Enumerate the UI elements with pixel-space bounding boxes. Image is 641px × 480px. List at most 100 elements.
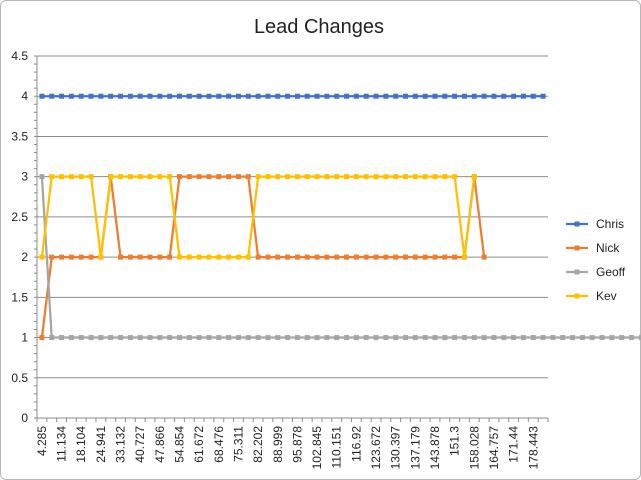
data-point (255, 254, 261, 260)
data-point (245, 335, 251, 341)
legend: Chris Nick Geoff Kev (566, 217, 626, 303)
data-point (373, 174, 379, 180)
data-point (393, 93, 399, 99)
data-point (127, 93, 133, 99)
data-point (344, 254, 350, 260)
data-point (481, 335, 487, 341)
y-tick-label: 2 (21, 250, 28, 264)
y-tick-label: 3.5 (11, 129, 28, 143)
data-point (461, 93, 467, 99)
data-point (334, 174, 340, 180)
data-point (147, 335, 153, 341)
data-point (452, 93, 458, 99)
y-tick-label: 1.5 (11, 290, 28, 304)
x-tick-label: 33.132 (114, 426, 128, 463)
data-point (59, 335, 65, 341)
data-point (560, 335, 566, 341)
data-point (118, 335, 124, 341)
x-tick-label: 82.202 (251, 426, 265, 463)
data-point (432, 93, 438, 99)
data-point (520, 93, 526, 99)
data-point (314, 335, 320, 341)
data-point (216, 254, 222, 260)
data-point (59, 93, 65, 99)
x-tick-label: 171.44 (507, 426, 521, 463)
data-point (157, 254, 163, 260)
legend-label: Nick (596, 241, 620, 255)
data-point (353, 93, 359, 99)
data-point (324, 335, 330, 341)
data-point (275, 254, 281, 260)
legend-label: Chris (596, 217, 624, 231)
data-point (540, 93, 546, 99)
data-point (422, 335, 428, 341)
data-point (403, 174, 409, 180)
data-point (196, 174, 202, 180)
data-point (275, 335, 281, 341)
y-tick-label: 2.5 (11, 210, 28, 224)
data-point (108, 335, 114, 341)
legend-item-chris: Chris (566, 217, 624, 231)
data-point (206, 174, 212, 180)
gridlines (37, 55, 548, 379)
data-point (226, 93, 232, 99)
data-point (39, 93, 45, 99)
chart-title: Lead Changes (254, 16, 384, 38)
data-point (373, 335, 379, 341)
data-point (137, 254, 143, 260)
data-point (285, 254, 291, 260)
data-point (393, 335, 399, 341)
data-point (186, 335, 192, 341)
data-point (245, 93, 251, 99)
legend-item-nick: Nick (566, 241, 620, 255)
y-tick-label: 3 (21, 170, 28, 184)
data-point (373, 254, 379, 260)
data-point (196, 254, 202, 260)
data-point (39, 174, 45, 180)
data-point (609, 335, 615, 341)
data-point (501, 335, 507, 341)
data-point (304, 174, 310, 180)
data-point (314, 93, 320, 99)
data-point (285, 335, 291, 341)
data-point (127, 174, 133, 180)
data-point (216, 174, 222, 180)
data-point (471, 335, 477, 341)
data-point (294, 254, 300, 260)
legend-item-geoff: Geoff (566, 265, 626, 279)
data-point (363, 93, 369, 99)
data-point (442, 174, 448, 180)
data-point (412, 254, 418, 260)
data-point (226, 335, 232, 341)
legend-marker (574, 245, 580, 251)
data-point (118, 254, 124, 260)
legend-item-kev: Kev (566, 289, 617, 303)
data-point (452, 254, 458, 260)
data-point (363, 335, 369, 341)
data-point (461, 335, 467, 341)
x-tick-label: 88.999 (271, 426, 285, 463)
data-point (147, 93, 153, 99)
data-point (481, 254, 487, 260)
x-axis-ticks: 4.285 11.134 18.104 24.941 33.132 40.727 47.86… (35, 426, 540, 470)
data-point (491, 93, 497, 99)
data-point (442, 335, 448, 341)
data-point (363, 254, 369, 260)
data-point (245, 174, 251, 180)
data-point (314, 254, 320, 260)
data-point (167, 254, 173, 260)
data-point (68, 174, 74, 180)
data-point (108, 174, 114, 180)
data-point (206, 93, 212, 99)
series-geoff (39, 174, 641, 341)
x-tick-label: 110.151 (330, 426, 344, 469)
data-point (285, 174, 291, 180)
data-point (324, 93, 330, 99)
data-point (206, 254, 212, 260)
data-point (186, 93, 192, 99)
data-point (383, 93, 389, 99)
x-tick-label: 68.476 (212, 426, 226, 463)
data-point (49, 254, 55, 260)
data-point (88, 254, 94, 260)
